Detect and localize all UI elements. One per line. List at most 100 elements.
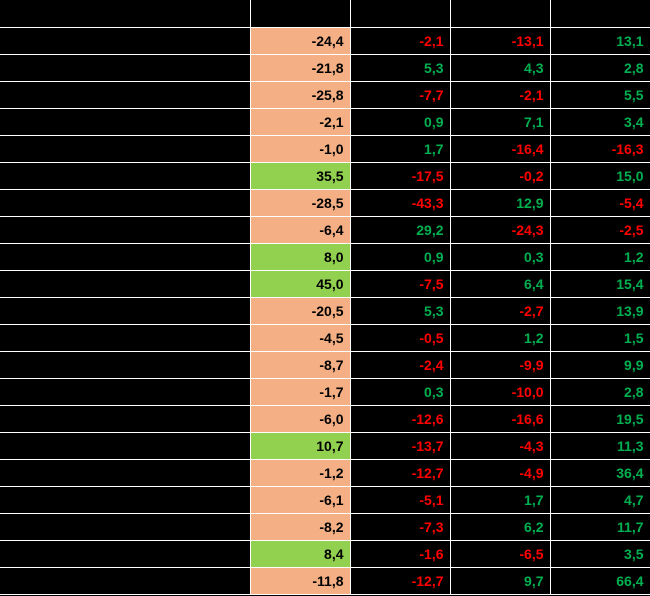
data-cell-c3: 6,4 [450,270,550,297]
data-cell-c1: -11,8 [250,567,350,594]
table-row: -28,5-43,312,9-5,4 [0,189,650,216]
data-cell-c2: 0,9 [350,108,450,135]
data-cell-c4: 15,4 [550,270,650,297]
data-cell-c1: 8,4 [250,540,350,567]
table-row: -1,70,3-10,02,8 [0,378,650,405]
data-cell-c4: -16,3 [550,135,650,162]
data-cell-c3: -6,5 [450,540,550,567]
row-label-cell [0,270,250,297]
table-row: -6,429,2-24,3-2,5 [0,216,650,243]
data-cell-c1: -25,8 [250,81,350,108]
table-row: -1,2-12,7-4,936,4 [0,459,650,486]
data-cell-c2: -2,4 [350,351,450,378]
data-cell-c2: -7,3 [350,513,450,540]
table-row: -21,85,34,32,8 [0,54,650,81]
data-cell-c4: 2,8 [550,378,650,405]
row-label-cell [0,432,250,459]
row-label-cell [0,243,250,270]
row-label-cell [0,513,250,540]
data-cell-c2: -0,5 [350,324,450,351]
data-cell-c3: -13,1 [450,27,550,54]
table-row: 35,5-17,5-0,215,0 [0,162,650,189]
data-cell-c4: 11,3 [550,432,650,459]
data-cell-c2: -17,5 [350,162,450,189]
data-cell-c2: 1,7 [350,135,450,162]
data-cell-c2: 5,3 [350,297,450,324]
table-row: -8,7-2,4-9,99,9 [0,351,650,378]
row-label-cell [0,540,250,567]
row-label-cell [0,27,250,54]
data-cell-c4: 9,9 [550,351,650,378]
header-cell-2 [350,0,450,27]
data-cell-c3: 1,2 [450,324,550,351]
header-cell-4 [550,0,650,27]
header-label-cell [0,0,250,27]
table-row: 8,00,90,31,2 [0,243,650,270]
data-cell-c2: -43,3 [350,189,450,216]
data-cell-c4: 13,9 [550,297,650,324]
table-row: -25,8-7,7-2,15,5 [0,81,650,108]
data-cell-c3: -2,7 [450,297,550,324]
data-cell-c1: -6,0 [250,405,350,432]
data-cell-c2: -7,7 [350,81,450,108]
data-cell-c4: -5,4 [550,189,650,216]
table-row: -20,55,3-2,713,9 [0,297,650,324]
table-row: -24,4-2,1-13,113,1 [0,27,650,54]
data-cell-c3: -4,3 [450,432,550,459]
data-cell-c3: 1,7 [450,486,550,513]
data-cell-c3: 12,9 [450,189,550,216]
data-cell-c1: -4,5 [250,324,350,351]
data-cell-c2: 29,2 [350,216,450,243]
data-table: -24,4-2,1-13,113,1-21,85,34,32,8-25,8-7,… [0,0,650,595]
data-cell-c1: 45,0 [250,270,350,297]
data-cell-c4: 11,7 [550,513,650,540]
data-cell-c1: 8,0 [250,243,350,270]
row-label-cell [0,297,250,324]
row-label-cell [0,486,250,513]
data-cell-c2: -12,7 [350,567,450,594]
data-cell-c2: 0,3 [350,378,450,405]
data-cell-c3: -0,2 [450,162,550,189]
data-cell-c4: 1,2 [550,243,650,270]
table-row: -4,5-0,51,21,5 [0,324,650,351]
table-row: -2,10,97,13,4 [0,108,650,135]
data-cell-c3: -2,1 [450,81,550,108]
data-cell-c1: -8,7 [250,351,350,378]
data-cell-c3: 6,2 [450,513,550,540]
row-label-cell [0,567,250,594]
data-cell-c1: -6,1 [250,486,350,513]
data-cell-c4: 36,4 [550,459,650,486]
data-cell-c2: -7,5 [350,270,450,297]
table-row: -6,0-12,6-16,619,5 [0,405,650,432]
table-row: -6,1-5,11,74,7 [0,486,650,513]
data-cell-c1: 35,5 [250,162,350,189]
table-header-row [0,0,650,27]
data-cell-c1: 10,7 [250,432,350,459]
row-label-cell [0,135,250,162]
data-cell-c3: -9,9 [450,351,550,378]
data-cell-c3: -16,6 [450,405,550,432]
row-label-cell [0,108,250,135]
data-cell-c3: 7,1 [450,108,550,135]
data-cell-c3: 9,7 [450,567,550,594]
data-cell-c4: 1,5 [550,324,650,351]
table-row: -1,01,7-16,4-16,3 [0,135,650,162]
data-cell-c2: 5,3 [350,54,450,81]
data-cell-c4: 2,8 [550,54,650,81]
data-cell-c1: -24,4 [250,27,350,54]
data-cell-c1: -6,4 [250,216,350,243]
data-cell-c2: -2,1 [350,27,450,54]
data-cell-c4: 3,5 [550,540,650,567]
data-cell-c1: -21,8 [250,54,350,81]
data-cell-c1: -1,2 [250,459,350,486]
data-cell-c1: -1,0 [250,135,350,162]
row-label-cell [0,189,250,216]
header-cell-3 [450,0,550,27]
data-cell-c1: -20,5 [250,297,350,324]
data-cell-c4: -2,5 [550,216,650,243]
data-cell-c2: -1,6 [350,540,450,567]
data-cell-c2: -13,7 [350,432,450,459]
row-label-cell [0,216,250,243]
data-cell-c3: -16,4 [450,135,550,162]
row-label-cell [0,351,250,378]
